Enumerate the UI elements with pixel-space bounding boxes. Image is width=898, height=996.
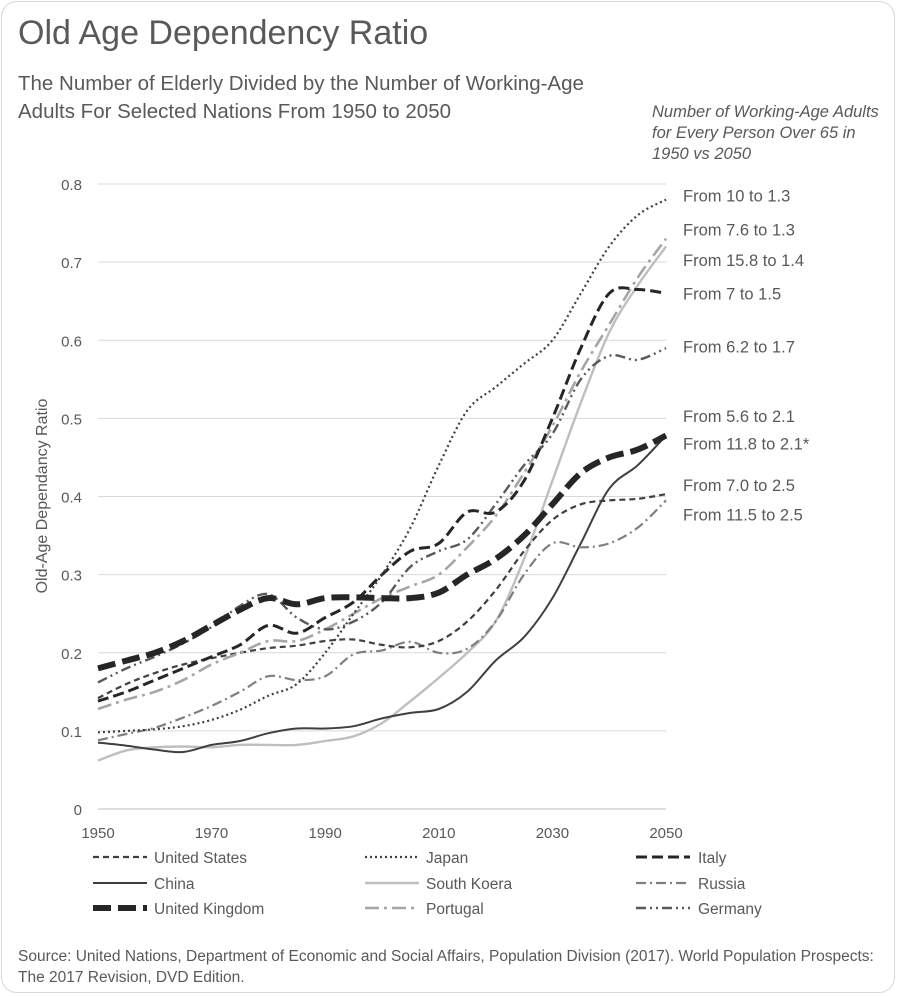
y-tick-label: 0.7 — [61, 255, 82, 272]
legend-label-germany: Germany — [698, 901, 762, 918]
legend-label-russia: Russia — [698, 876, 746, 893]
legend-label-japan: Japan — [426, 850, 468, 867]
legend-label-china: China — [154, 876, 195, 893]
annotation-label: From 5.6 to 2.1 — [683, 408, 795, 426]
annotation-label: From 7 to 1.5 — [683, 285, 781, 303]
y-tick-label: 0 — [74, 802, 82, 819]
y-tick-label: 0.6 — [61, 333, 82, 350]
legend-label-united-states: United States — [154, 850, 247, 867]
annotation-label: From 7.0 to 2.5 — [683, 477, 795, 495]
y-axis-ticks: 0 0.1 0.2 0.3 0.4 0.5 0.6 0.7 0.8 — [61, 177, 82, 819]
annotation-label: From 11.8 to 2.1* — [683, 435, 810, 453]
gridlines — [98, 183, 666, 810]
series-line-germany — [97, 346, 667, 684]
end-annotations: From 10 to 1.3 From 7.6 to 1.3 From 15.8 t… — [683, 188, 810, 525]
x-tick-label: 1970 — [195, 825, 228, 842]
y-axis-label: Old-Age Dependancy Ratio — [34, 399, 51, 594]
series-line-south-koera — [97, 245, 667, 762]
annotation-label: From 7.6 to 1.3 — [683, 221, 795, 239]
annotation-label: From 10 to 1.3 — [683, 188, 790, 206]
y-tick-label: 0.3 — [61, 568, 82, 585]
legend-label-italy: Italy — [698, 850, 727, 867]
series-line-russia — [97, 499, 667, 742]
y-tick-label: 0.4 — [61, 490, 82, 507]
y-tick-label: 0.2 — [61, 646, 82, 663]
source-note: Source: United Nations, Department of Ec… — [18, 948, 874, 986]
x-axis-ticks: 1950 1970 1990 2010 2030 2050 — [81, 825, 682, 842]
legend-label-south-koera: South Koera — [426, 876, 513, 893]
x-tick-label: 1950 — [81, 825, 114, 842]
legend-label-united-kingdom: United Kingdom — [154, 901, 264, 918]
x-tick-label: 2010 — [422, 825, 455, 842]
y-tick-label: 0.5 — [61, 411, 82, 428]
y-tick-label: 0.1 — [61, 724, 82, 741]
series-line-japan — [97, 198, 667, 734]
y-tick-label: 0.8 — [61, 177, 82, 194]
x-tick-label: 2030 — [536, 825, 569, 842]
x-tick-label: 1990 — [309, 825, 342, 842]
annotation-header-note: Number of Working-Age Adults for Every P… — [652, 103, 879, 163]
chart-subtitle: The Number of Elderly Divided by the Num… — [18, 72, 584, 123]
annotation-label: From 6.2 to 1.7 — [683, 339, 795, 357]
series-line-united-states — [97, 493, 667, 700]
x-tick-label: 2050 — [649, 825, 682, 842]
series-line-united-kingdom — [97, 432, 668, 672]
legend: United States Japan Italy China South Koera R… — [93, 850, 762, 918]
legend-label-portugal: Portugal — [426, 901, 484, 918]
chart-title: Old Age Dependency Ratio — [18, 14, 429, 52]
series-line-china — [97, 434, 667, 754]
annotation-label: From 11.5 to 2.5 — [683, 506, 803, 524]
series-lines — [97, 198, 668, 762]
annotation-label: From 15.8 to 1.4 — [683, 252, 804, 270]
